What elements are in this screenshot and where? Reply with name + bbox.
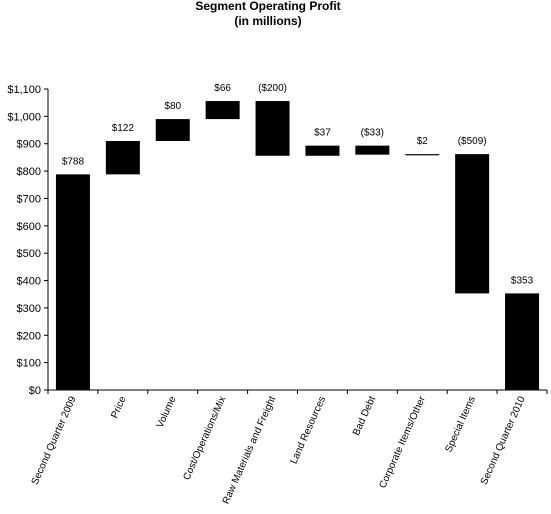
y-axis: $0 $100 $200 $300 $400 $500 $600 $700 $800 $900 $1… [7,84,49,397]
data-label: $2 [417,136,429,147]
x-tick-label: Corporate Items/Other [377,394,428,490]
data-label: $80 [164,101,181,112]
y-tick-label: $700 [17,193,41,205]
data-label: $66 [214,83,231,94]
bars [55,101,540,390]
y-tick-label: $1,100 [7,84,41,96]
data-label: ($509) [458,136,487,147]
y-tick-label: $600 [17,221,41,233]
y-tick-label: $500 [17,248,41,260]
x-axis: Second Quarter 2009 Price Volume Cost/Opera… [30,389,548,506]
y-tick-label: $0 [29,385,41,397]
bar [255,101,290,156]
bar [355,145,390,155]
bar [105,140,140,175]
bar [405,154,440,156]
bar [155,119,190,141]
bar [455,154,490,294]
data-label: $37 [314,128,331,139]
data-label: ($200) [258,83,287,94]
bar [55,174,90,390]
bar [205,101,240,120]
x-tick-label: Special Items [443,395,477,454]
y-tick-label: $200 [17,330,41,342]
y-tick-label: $400 [17,276,41,288]
y-tick-label: $800 [17,166,41,178]
x-tick-label: Raw Materials and Freight [221,395,279,506]
x-tick-label: Volume [155,394,179,429]
x-tick-label: Cost/Operations/Mix [181,395,228,482]
x-tick-label: Second Quarter 2009 [30,394,79,486]
y-tick-label: $1,000 [7,111,41,123]
chart-subtitle: (in millions) [234,14,301,28]
y-tick-label: $900 [17,139,41,151]
x-tick-label: Bad Debt [351,395,378,438]
y-tick-label: $100 [17,358,41,370]
data-label: ($33) [361,128,384,139]
data-label: $353 [511,275,534,286]
y-tick-label: $300 [17,303,41,315]
bar [505,293,540,390]
x-tick-label: Second Quarter 2010 [479,394,528,486]
chart-title: Segment Operating Profit [195,0,340,13]
data-label: $788 [62,156,85,167]
x-tick-label: Price [109,394,128,420]
data-labels: $788 $122 $80 $66 ($200) $37 ($33) $2 ($509) $353 [62,83,534,286]
x-tick-label: Land Resources [289,395,329,466]
data-label: $122 [112,123,135,134]
bar [305,145,340,156]
